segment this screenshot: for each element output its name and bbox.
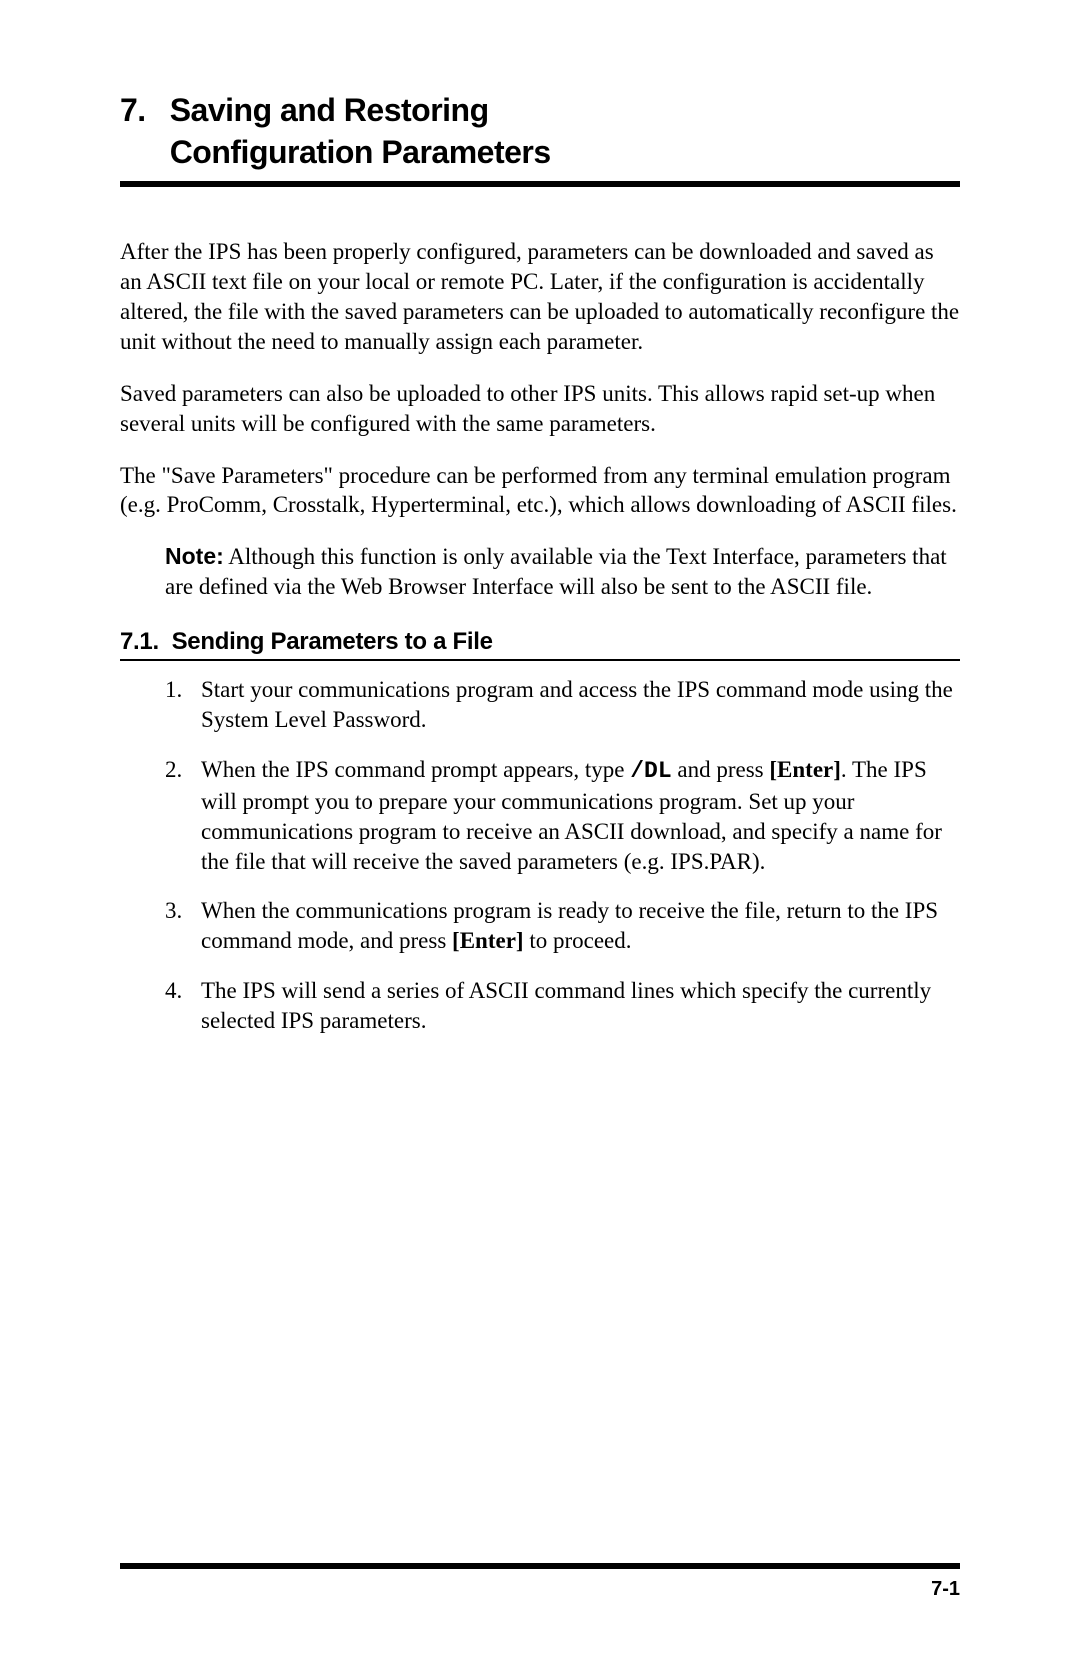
list-number: 2. <box>165 755 201 877</box>
chapter-title-line2: Configuration Parameters <box>170 134 551 170</box>
chapter-number: 7. <box>120 90 170 132</box>
note-text: Although this function is only available… <box>165 544 947 599</box>
list-item-2: 2. When the IPS command prompt appears, … <box>165 755 960 877</box>
note-block: Note: Although this function is only ava… <box>120 542 960 602</box>
item2-mid: and press <box>672 757 770 782</box>
list-text: Start your communications program and ac… <box>201 675 960 735</box>
chapter-title: 7. Saving and Restoring Configuration Pa… <box>120 90 960 173</box>
list-number: 4. <box>165 976 201 1036</box>
list-item-1: 1. Start your communications program and… <box>165 675 960 735</box>
page-number: 7-1 <box>931 1578 960 1601</box>
item2-enter: [Enter] <box>769 757 841 782</box>
list-text: The IPS will send a series of ASCII comm… <box>201 976 960 1036</box>
list-item-4: 4. The IPS will send a series of ASCII c… <box>165 976 960 1036</box>
item2-before: When the IPS command prompt appears, typ… <box>201 757 630 782</box>
item3-enter: [Enter] <box>452 928 524 953</box>
chapter-header: 7. Saving and Restoring Configuration Pa… <box>120 90 960 187</box>
page-content: 7. Saving and Restoring Configuration Pa… <box>0 0 1080 1116</box>
section-header: 7.1. Sending Parameters to a File <box>120 628 960 661</box>
paragraph-3: The "Save Parameters" procedure can be p… <box>120 461 960 521</box>
list-number: 3. <box>165 896 201 956</box>
item2-command: /DL <box>630 758 671 784</box>
list-text: When the communications program is ready… <box>201 896 960 956</box>
paragraph-2: Saved parameters can also be uploaded to… <box>120 379 960 439</box>
ordered-list: 1. Start your communications program and… <box>120 675 960 1036</box>
list-number: 1. <box>165 675 201 735</box>
item3-after: to proceed. <box>524 928 632 953</box>
list-item-3: 3. When the communications program is re… <box>165 896 960 956</box>
footer-rule <box>120 1563 960 1569</box>
section-number: 7.1. <box>120 628 159 655</box>
list-text: When the IPS command prompt appears, typ… <box>201 755 960 877</box>
chapter-title-text: Saving and Restoring Configuration Param… <box>170 90 960 173</box>
note-label: Note: <box>165 543 224 569</box>
paragraph-1: After the IPS has been properly configur… <box>120 237 960 357</box>
chapter-title-line1: Saving and Restoring <box>170 92 489 128</box>
section-title: Sending Parameters to a File <box>172 628 493 655</box>
